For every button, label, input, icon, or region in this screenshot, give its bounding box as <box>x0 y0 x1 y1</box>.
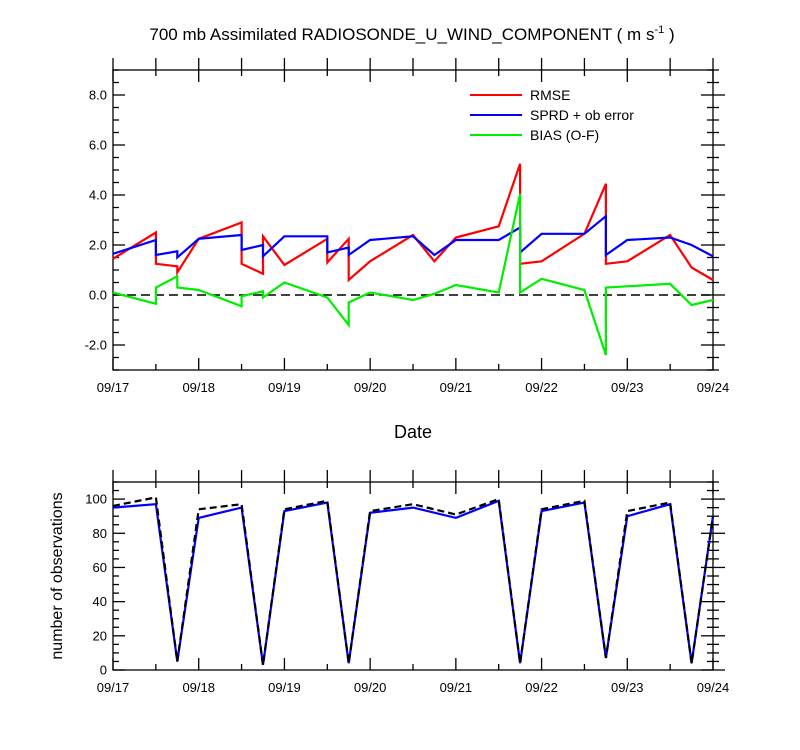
top-plot-ticks: 09/17 09/18 09/19 09/20 09/21 09/22 09/23 09/24… <box>85 58 730 395</box>
bottom-x-tick-label: 09/24 <box>697 680 730 695</box>
top-x-tick-label: 09/17 <box>97 380 130 395</box>
bottom-series-total <box>112 496 715 666</box>
bottom-plot-ticks: 09/17 09/18 09/19 09/20 09/21 09/22 09/23 09/24… <box>85 470 729 695</box>
top-x-tick-label: 09/23 <box>611 380 644 395</box>
bottom-y-tick-label: 40 <box>93 594 107 609</box>
top-x-tick-label: 09/19 <box>268 380 301 395</box>
chart-title-main: 700 mb Assimilated RADIOSONDE_U_WIND_COM… <box>149 25 654 44</box>
top-y-tick-label: 6.0 <box>89 138 107 153</box>
bottom-y-tick-label: 80 <box>93 526 107 541</box>
top-series-bias-o-f <box>112 193 714 356</box>
top-series-sprd-ob-error <box>112 213 714 260</box>
top-x-tick-label: 09/18 <box>182 380 215 395</box>
bottom-x-tick-label: 09/19 <box>268 680 301 695</box>
bottom-x-tick-label: 09/22 <box>525 680 558 695</box>
bottom-x-tick-label: 09/23 <box>611 680 644 695</box>
bottom-plot-lines <box>112 496 715 666</box>
top-series-rmse <box>112 163 714 283</box>
top-plot: 09/17 09/18 09/19 09/20 09/21 09/22 09/23 09/24… <box>85 58 730 395</box>
top-plot-lines <box>112 163 714 356</box>
y-axis-label: number of observations <box>49 492 66 659</box>
bottom-y-tick-label: 100 <box>85 492 107 507</box>
chart-title: 700 mb Assimilated RADIOSONDE_U_WIND_COM… <box>149 24 674 44</box>
bottom-x-tick-label: 09/21 <box>440 680 473 695</box>
top-x-tick-label: 09/24 <box>697 380 730 395</box>
legend-label-bias-o-f: BIAS (O-F) <box>530 127 599 143</box>
top-y-tick-label: 4.0 <box>89 188 107 203</box>
top-x-tick-label: 09/21 <box>440 380 473 395</box>
bottom-y-tick-label: 20 <box>93 628 107 643</box>
top-y-tick-label: -2.0 <box>85 338 107 353</box>
bottom-plot-frame <box>112 481 714 671</box>
bottom-y-tick-label: 0 <box>100 663 107 678</box>
legend: RMSE SPRD + ob error BIAS (O-F) <box>470 87 634 143</box>
top-x-tick-label: 09/20 <box>354 380 387 395</box>
x-axis-label: Date <box>394 422 432 442</box>
top-y-tick-label: 0.0 <box>89 288 107 303</box>
bottom-x-tick-label: 09/20 <box>354 680 387 695</box>
top-x-tick-label: 09/22 <box>525 380 558 395</box>
top-y-tick-label: 2.0 <box>89 238 107 253</box>
chart-title-end: ) <box>664 25 674 44</box>
legend-label-rmse: RMSE <box>530 87 570 103</box>
legend-label-sprd-ob-error: SPRD + ob error <box>530 107 634 123</box>
bottom-y-tick-label: 60 <box>93 560 107 575</box>
bottom-series-assimilated <box>112 499 715 666</box>
top-y-tick-label: 8.0 <box>89 88 107 103</box>
bottom-x-tick-label: 09/17 <box>97 680 130 695</box>
bottom-x-tick-label: 09/18 <box>182 680 215 695</box>
chart-title-superscript: -1 <box>654 24 664 36</box>
bottom-plot: 09/17 09/18 09/19 09/20 09/21 09/22 09/23 09/24… <box>85 470 729 695</box>
